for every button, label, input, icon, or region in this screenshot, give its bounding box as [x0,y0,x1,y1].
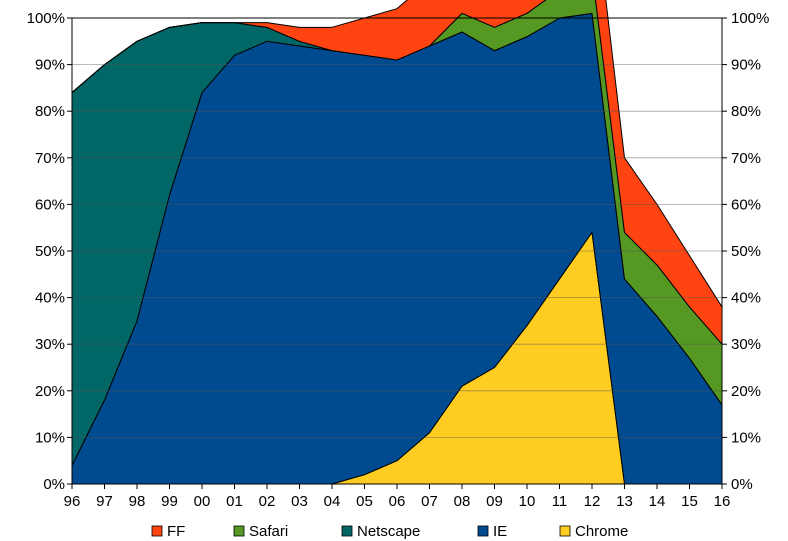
x-tick-label: 12 [584,493,601,510]
x-tick-label: 16 [714,493,731,510]
x-tick-label: 09 [486,493,503,510]
y-tick-label-right: 90% [731,57,761,74]
legend-label-ie: IE [493,523,507,540]
y-tick-label-right: 70% [731,150,761,167]
x-tick-label: 03 [291,493,308,510]
y-tick-label-right: 0% [731,476,753,493]
y-tick-label-right: 100% [731,10,769,27]
area-layers [71,0,723,485]
legend-label-chrome: Chrome [575,523,628,540]
x-tick-label: 00 [194,493,211,510]
y-tick-label-left: 30% [35,336,65,353]
x-tick-label: 97 [96,493,113,510]
x-tick-label: 08 [454,493,471,510]
y-tick-label-right: 80% [731,103,761,120]
x-tick-label: 10 [519,493,536,510]
legend-label-ff: FF [167,523,185,540]
legend: FF Safari Netscape IE Chrome [151,523,628,540]
y-tick-label-right: 60% [731,196,761,213]
y-tick-label-left: 60% [35,196,65,213]
y-tick-label-left: 0% [43,476,65,493]
legend-swatch-ff [151,525,163,537]
y-tick-label-left: 10% [35,429,65,446]
y-axis-right: 0% 10% 20% 30% 40% 50% 60% 70% 80% 90% 100% [722,10,769,493]
y-tick-label-left: 80% [35,103,65,120]
legend-label-safari: Safari [249,523,288,540]
legend-label-netscape: Netscape [357,523,420,540]
y-tick-label-left: 20% [35,383,65,400]
x-tick-label: 11 [552,493,568,510]
x-tick-label: 15 [681,493,698,510]
x-axis: 96 97 98 99 00 01 02 03 04 05 06 07 08 09 10 11 12 13 14 15… [64,484,731,510]
x-tick-label: 07 [421,493,438,510]
legend-swatch-safari [233,525,245,537]
y-axis-left: 0% 10% 20% 30% 40% 50% 60% 70% 80% 90% 100% [27,10,72,493]
legend-swatch-ie [477,525,489,537]
legend-swatch-netscape [341,525,353,537]
x-tick-label: 98 [129,493,146,510]
x-tick-label: 04 [324,493,341,510]
y-tick-label-right: 10% [731,429,761,446]
x-tick-label: 01 [226,493,243,510]
y-tick-label-right: 40% [731,290,761,307]
y-tick-label-left: 70% [35,150,65,167]
x-tick-label: 05 [356,493,373,510]
y-tick-label-left: 100% [27,10,65,27]
x-tick-label: 99 [161,493,178,510]
x-tick-label: 13 [616,493,633,510]
y-tick-label-left: 90% [35,57,65,74]
x-tick-label: 02 [259,493,276,510]
y-tick-label-left: 40% [35,290,65,307]
gridlines [72,64,722,438]
x-tick-label: 14 [649,493,666,510]
x-tick-label: 06 [389,493,406,510]
legend-swatch-chrome [559,525,571,537]
x-tick-label: 96 [64,493,81,510]
y-tick-label-left: 50% [35,243,65,260]
y-tick-label-right: 50% [731,243,761,260]
y-tick-label-right: 20% [731,383,761,400]
y-tick-label-right: 30% [731,336,761,353]
